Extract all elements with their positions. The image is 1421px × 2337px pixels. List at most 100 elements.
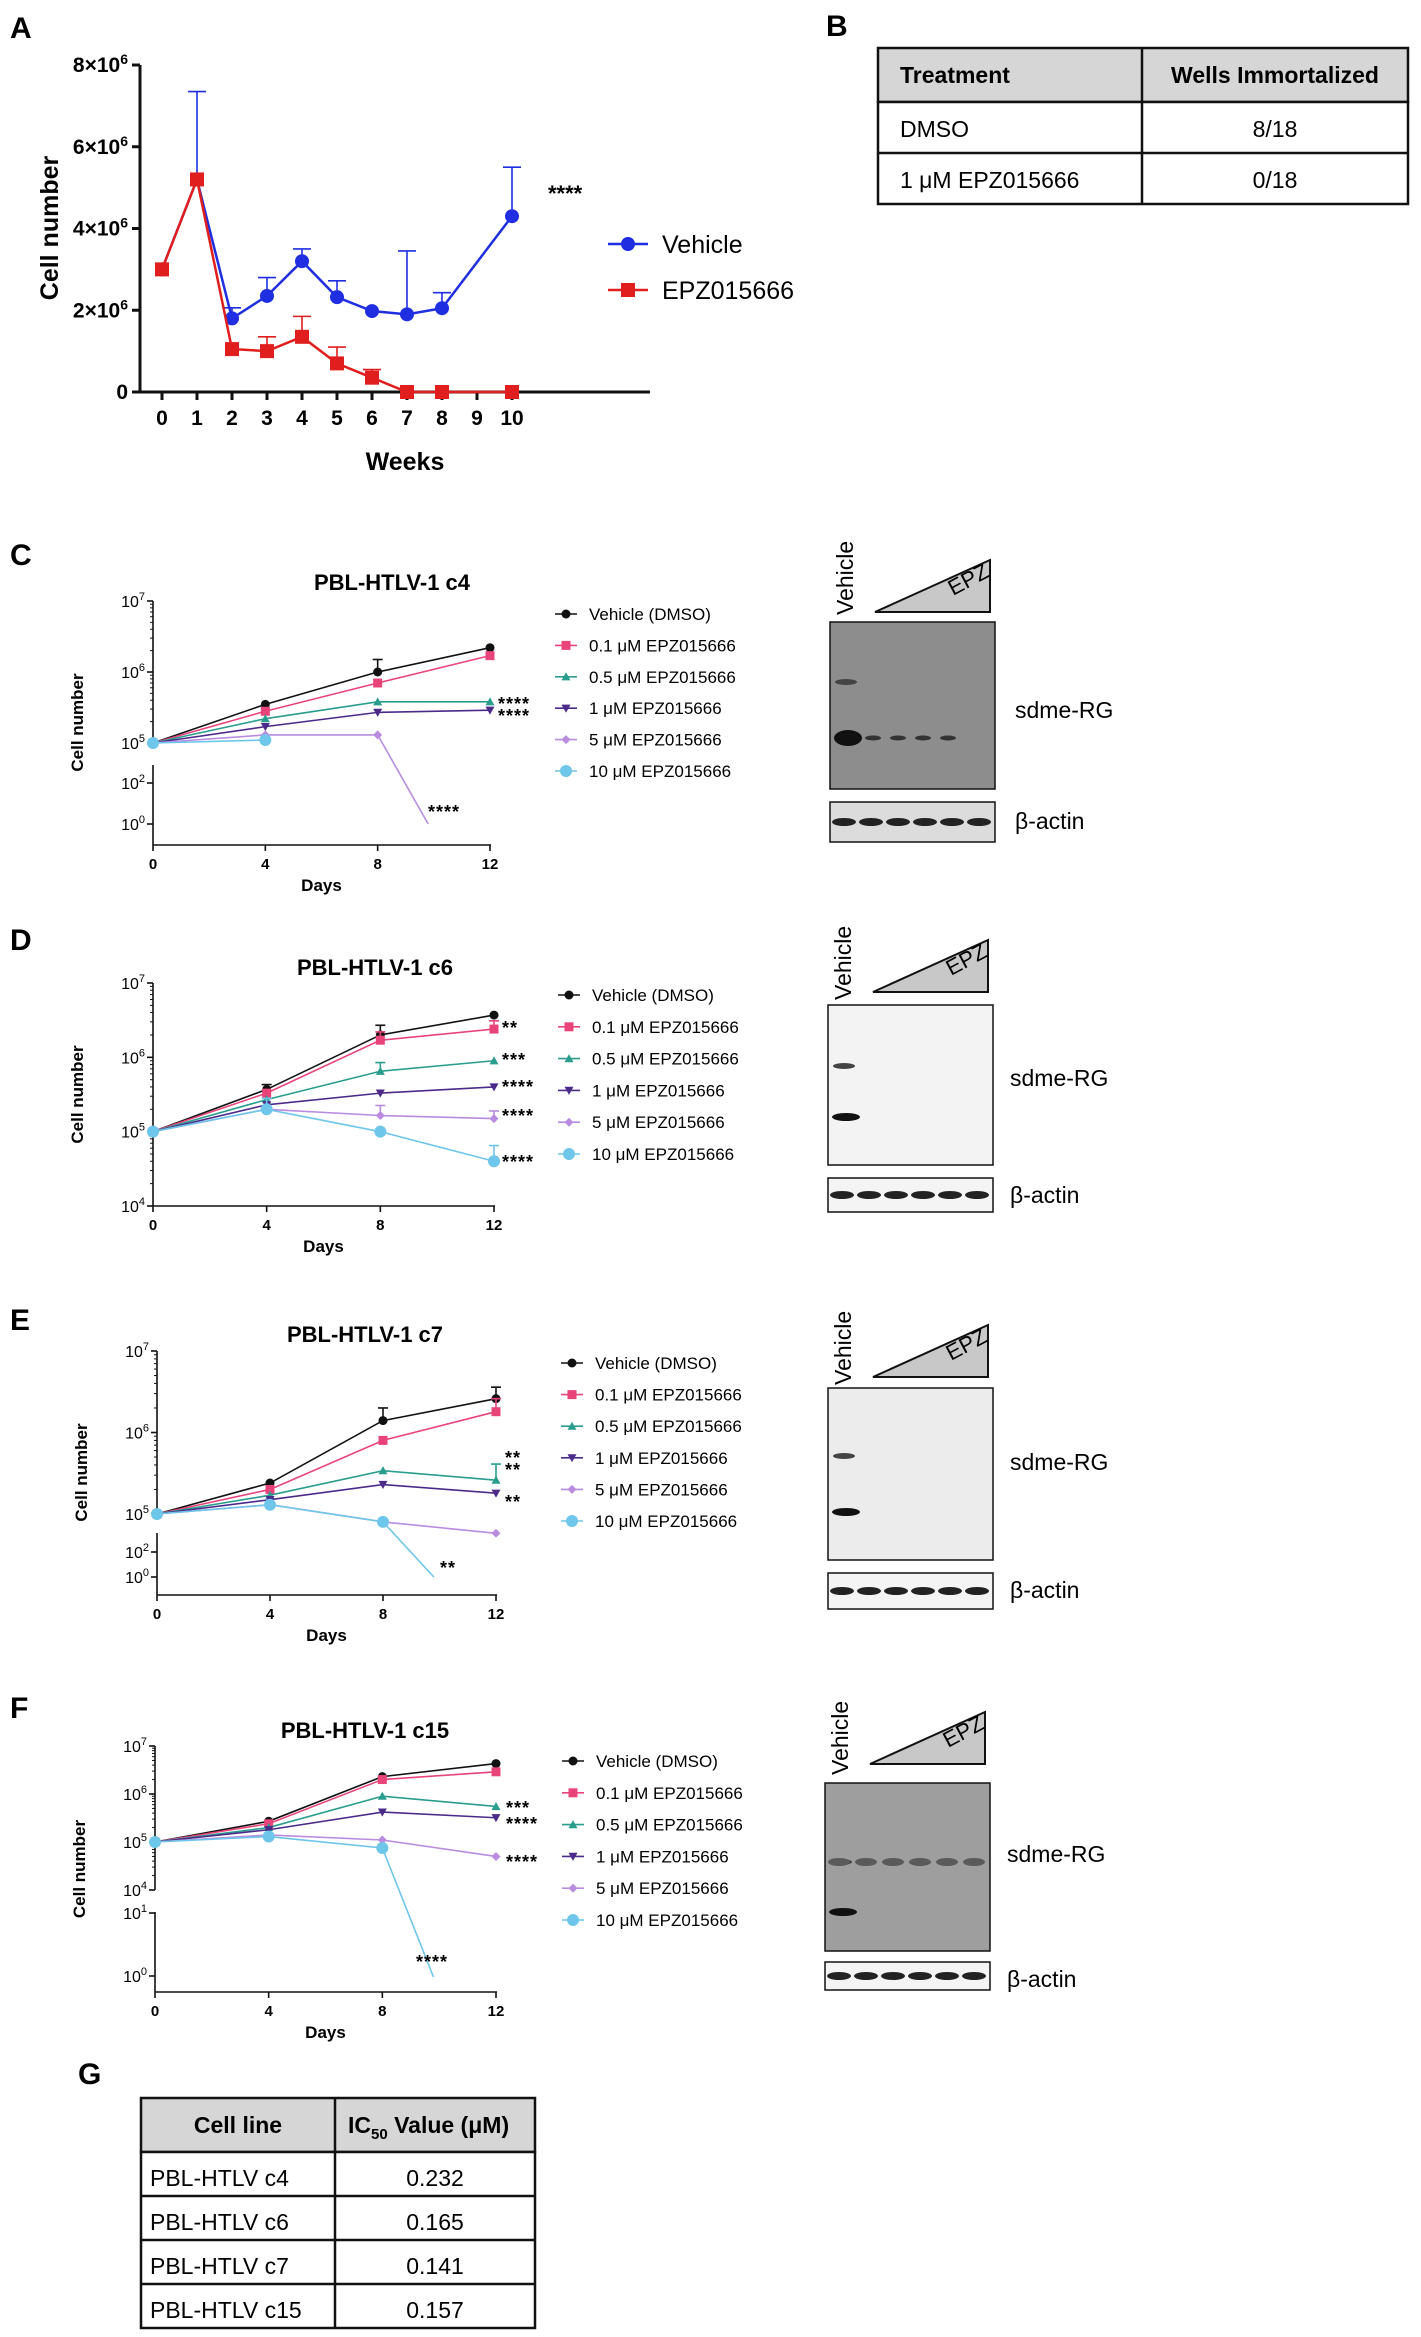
x-tick-label: 3 [261,407,273,430]
sdme-rg-label: sdme-RG [1015,697,1113,723]
legend-label: 5 μM EPZ015666 [596,1879,729,1898]
table-b-header-treatment: Treatment [900,62,1010,88]
data-point [378,1435,388,1445]
y-tick-label: 104 [121,1196,145,1216]
series-line [160,175,512,394]
beta-actin-label: β-actin [1007,1966,1076,1992]
data-point [295,329,309,344]
axes: PBL-HTLV-1 c6 104 105 106 107 0 4 8 12 Days Cell n… [68,955,502,1256]
series-vehicle: Vehicle [155,90,743,326]
data-point [489,1010,499,1020]
series: 5 μM EPZ015666 [148,1104,725,1137]
y-tick-label: 105 [123,1832,147,1852]
legend-marker [566,1515,578,1527]
table-g-header-ic50: IC50 Value (μM) [348,2112,509,2143]
chart-title: PBL-HTLV-1 c4 [314,570,471,595]
vehicle-label: Vehicle [827,1701,853,1775]
series-line [156,1469,497,1515]
chart-e: PBL-HTLV-1 c7 105 106 107 100 102 0 4 8 12 Days Cel… [72,1322,742,1645]
beta-actin-band [859,818,883,826]
y-tick-label: 101 [123,1903,147,1923]
beta-actin-band [940,818,964,826]
vehicle-band [834,730,862,746]
data-point [330,290,344,305]
significance-stars: **** [498,694,530,714]
data-point [435,385,449,399]
significance-stars: ** [505,1492,521,1512]
series: 10 μM EPZ015666 [149,1830,738,1978]
data-point [373,730,383,740]
data-point [155,262,169,277]
beta-actin-band [884,1587,908,1595]
data-point [265,1484,275,1494]
legend-marker [563,1148,575,1160]
x-tick-label: 10 [500,407,523,430]
table-g-cell: PBL-HTLV c7 [150,2253,289,2279]
chart-f: PBL-HTLV-1 c15 104 105 106 107 100 101 0 4 8 12 Day… [70,1718,743,2042]
epz-gradient-triangle [872,938,989,993]
beta-actin-label: β-actin [1010,1182,1079,1208]
chart-d: PBL-HTLV-1 c6 104 105 106 107 0 4 8 12 Days Cell n… [68,955,739,1256]
panel-label-g: G [78,2058,101,2091]
y-tick-label: 100 [123,1966,147,1986]
series-line [156,1397,497,1515]
panel-label-f: F [10,1692,28,1725]
panel-label-e: E [10,1304,30,1337]
vehicle-label: Vehicle [830,1311,856,1385]
data-point [262,1088,272,1098]
x-tick-label: 12 [488,1606,505,1623]
series-line [152,709,491,744]
data-point [373,697,383,706]
y-tick-label: 104 [123,1880,147,1900]
beta-actin-band [938,1587,962,1595]
legend-marker [568,1820,578,1829]
data-point [260,706,270,716]
x-tick-label: 0 [156,407,168,430]
x-tick-label: 1 [191,407,203,430]
x-tick-label: 8 [376,1217,384,1234]
legend-label: Vehicle (DMSO) [596,1752,718,1771]
y-tick-label: 106 [125,1423,149,1443]
series-line [152,654,491,744]
panel-label-b: B [826,10,848,43]
legend-marker [568,1756,578,1766]
series-epz015666: EPZ015666 [155,172,794,399]
y-tick-label: 102 [121,773,145,793]
series-line [152,1059,495,1133]
data-point [147,1125,159,1138]
beta-actin-band [935,1972,959,1980]
series-line [154,1771,497,1843]
y-tick-label: 107 [125,1341,149,1361]
treated-band [828,1858,850,1866]
y-axis-label: Cell number [72,1423,91,1522]
series-line [152,1108,495,1163]
data-point [489,1056,499,1065]
axes: PBL-HTLV-1 c4 105 106 107 100 102 0 4 8 12 Days Cel… [68,570,498,895]
data-point [295,254,309,269]
series-line [154,1762,497,1843]
x-tick-label: 0 [153,1606,161,1623]
treated-band [890,735,906,741]
data-point [375,1111,385,1121]
vehicle-band-upper [835,679,857,685]
vehicle-label: Vehicle [830,926,856,1000]
data-point [149,1836,161,1848]
table-g: Cell line IC50 Value (μM) PBL-HTLV c4 0.… [139,2096,537,2330]
panel-label-a: A [10,12,32,45]
data-point [260,288,274,303]
table-g-header-cell-line: Cell line [194,2112,282,2138]
treated-band [963,1858,985,1866]
x-tick-label: 8 [436,407,448,430]
significance-stars: ** [440,1558,456,1578]
legend-label: 5 μM EPZ015666 [589,731,722,750]
table-b-cell: 1 μM EPZ015666 [900,167,1079,193]
legend-label: 0.1 μM EPZ015666 [592,1018,739,1037]
vehicle-band [829,1908,857,1916]
y-tick-label: 107 [123,1736,147,1756]
series: 10 μM EPZ015666 [147,734,731,781]
data-point [375,1089,385,1098]
